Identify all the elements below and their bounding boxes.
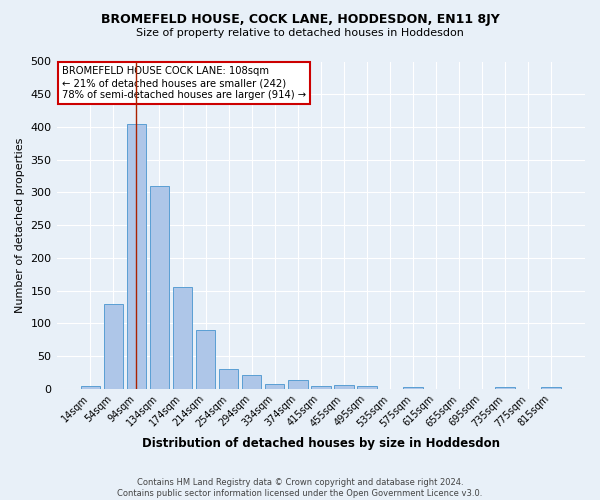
Text: BROMEFELD HOUSE COCK LANE: 108sqm
← 21% of detached houses are smaller (242)
78%: BROMEFELD HOUSE COCK LANE: 108sqm ← 21% … <box>62 66 306 100</box>
Bar <box>541 388 561 389</box>
Text: BROMEFELD HOUSE, COCK LANE, HODDESDON, EN11 8JY: BROMEFELD HOUSE, COCK LANE, HODDESDON, E… <box>101 12 499 26</box>
Bar <box>196 330 215 389</box>
Bar <box>173 288 193 389</box>
Bar <box>127 124 146 389</box>
Bar <box>496 388 515 389</box>
Bar <box>288 380 308 389</box>
Bar <box>80 386 100 389</box>
Text: Contains HM Land Registry data © Crown copyright and database right 2024.
Contai: Contains HM Land Registry data © Crown c… <box>118 478 482 498</box>
Text: Size of property relative to detached houses in Hoddesdon: Size of property relative to detached ho… <box>136 28 464 38</box>
Bar <box>104 304 123 389</box>
Bar <box>219 369 238 389</box>
Bar <box>311 386 331 389</box>
Bar <box>149 186 169 389</box>
Y-axis label: Number of detached properties: Number of detached properties <box>15 138 25 313</box>
Bar <box>265 384 284 389</box>
Bar <box>334 385 353 389</box>
Bar <box>242 375 262 389</box>
Bar <box>403 387 423 389</box>
X-axis label: Distribution of detached houses by size in Hoddesdon: Distribution of detached houses by size … <box>142 437 500 450</box>
Bar <box>357 386 377 389</box>
